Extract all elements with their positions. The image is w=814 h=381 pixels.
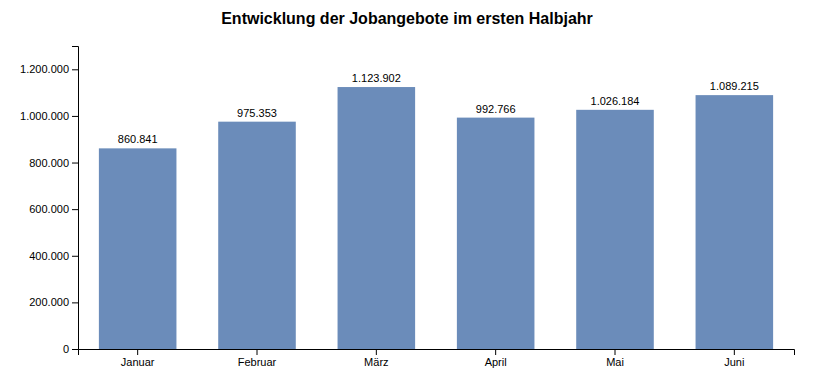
y-tick-label: 600.000	[29, 203, 69, 215]
data-label: 992.766	[476, 103, 516, 115]
y-tick-mark	[72, 69, 78, 70]
x-tick-mark	[615, 349, 616, 355]
x-axis-line	[79, 350, 795, 356]
y-tick-label: 800.000	[29, 157, 69, 169]
x-tick-label: Februar	[238, 356, 277, 368]
x-tick: Juni	[724, 349, 744, 368]
plot: 860.841 975.353 1.123.902 992.766 1.026.184 1…	[20, 47, 794, 368]
x-tick: März	[364, 349, 388, 368]
bar	[696, 95, 774, 349]
data-label: 1.123.902	[352, 72, 401, 84]
chart: Entwicklung der Jobangebote im ersten Ha…	[0, 0, 814, 381]
y-tick-label: 200.000	[29, 296, 69, 308]
y-tick-label: 400.000	[29, 250, 69, 262]
bar	[218, 122, 296, 349]
data-label: 1.026.184	[591, 95, 640, 107]
x-tick-label: Januar	[121, 356, 155, 368]
bar	[576, 110, 654, 349]
data-labels: 860.841 975.353 1.123.902 992.766 1.026.184 1…	[118, 72, 759, 145]
y-tick-mark	[72, 256, 78, 257]
title: Entwicklung der Jobangebote im ersten Ha…	[221, 10, 593, 27]
x-tick-mark	[257, 349, 258, 355]
y-tick-label: 1.200.000	[20, 63, 69, 75]
y-tick-mark	[72, 349, 78, 350]
x-tick: Februar	[238, 349, 277, 368]
x-tick-mark	[495, 349, 496, 355]
x-axis: Januar Februar März April Mai Juni	[79, 349, 795, 368]
y-tick-label: 1.000.000	[20, 110, 69, 122]
y-tick-mark	[72, 209, 78, 210]
y-tick: 1.000.000	[20, 110, 78, 122]
data-label: 860.841	[118, 133, 158, 145]
y-tick-label: 0	[63, 343, 69, 355]
bar	[99, 148, 177, 349]
bar	[338, 87, 416, 349]
x-tick-mark	[734, 349, 735, 355]
y-tick: 600.000	[29, 203, 78, 215]
data-label: 975.353	[237, 107, 277, 119]
x-tick-label: April	[485, 356, 507, 368]
data-label: 1.089.215	[710, 80, 759, 92]
y-tick: 400.000	[29, 250, 78, 262]
y-axis-line	[72, 47, 79, 350]
y-tick: 0	[63, 343, 78, 355]
y-tick: 200.000	[29, 296, 78, 308]
x-tick-label: März	[364, 356, 388, 368]
x-tick-mark	[137, 349, 138, 355]
y-tick-mark	[72, 302, 78, 303]
x-tick-label: Mai	[606, 356, 624, 368]
bar	[457, 118, 535, 349]
x-tick-label: Juni	[724, 356, 744, 368]
x-tick: April	[485, 349, 507, 368]
x-tick: Januar	[121, 349, 155, 368]
y-tick: 800.000	[29, 157, 78, 169]
x-tick-mark	[376, 349, 377, 355]
y-axis: 0 200.000 400.000 600.000 800.000 1.000.000 1.…	[20, 47, 78, 356]
x-tick: Mai	[606, 349, 624, 368]
y-tick-mark	[72, 116, 78, 117]
y-tick-mark	[72, 163, 78, 164]
bars	[99, 87, 773, 349]
y-tick: 1.200.000	[20, 63, 78, 75]
